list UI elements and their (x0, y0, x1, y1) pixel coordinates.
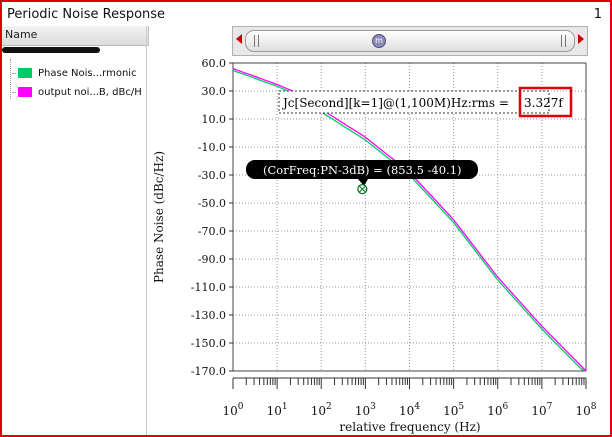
tree-connector (10, 59, 12, 99)
x-tick-base: 10 (355, 404, 370, 418)
y-tick-label: -90.0 (198, 253, 226, 266)
scroll-right-arrow-icon[interactable] (578, 34, 584, 44)
y-tick-label: -10.0 (198, 141, 226, 154)
x-tick-exponent: 8 (591, 402, 597, 412)
y-tick-label: -110.0 (191, 281, 226, 294)
measurement-box (278, 90, 550, 114)
x-tick-exponent: 6 (503, 402, 509, 412)
y-tick-label: -50.0 (198, 197, 226, 210)
window-title: Periodic Noise Response (7, 7, 166, 22)
x-tick-base: 10 (531, 404, 546, 418)
x-tick-base: 10 (487, 404, 502, 418)
trace-item-phase-noise[interactable]: Phase Nois...rmonic (12, 65, 137, 81)
page-number: 1 (593, 7, 602, 22)
x-tick-exponent: 1 (282, 402, 288, 412)
x-tick-base: 10 (399, 404, 414, 418)
plot-area-border (232, 62, 587, 372)
x-tick-label: 102 (311, 402, 332, 418)
name-column-label: Name (5, 28, 38, 41)
x-tick-exponent: 3 (370, 402, 376, 412)
grip-left-icon[interactable] (254, 35, 259, 47)
y-axis-ticks: 60.0 30.0 10.0 -10.0 -30.0 -50.0 -70.0 -90.0 -11… (191, 57, 233, 378)
x-tick-label: 106 (487, 402, 508, 418)
marker-annotation[interactable]: (CorFreq:PN-3dB) = (853.5 -40.1) (246, 160, 478, 186)
y-axis-label: Phase Noise (dBc/Hz) (152, 151, 166, 283)
x-tick-label: 103 (355, 402, 376, 418)
scroll-thumb[interactable]: m (245, 30, 575, 52)
x-tick-label: 107 (531, 402, 552, 418)
y-tick-label: -150.0 (191, 337, 226, 350)
x-tick-base: 10 (222, 404, 237, 418)
scroll-center-knob-icon[interactable]: m (372, 34, 386, 48)
marker-point[interactable] (357, 183, 368, 195)
x-tick-label: 105 (443, 402, 464, 418)
x-tick-base: 10 (267, 404, 282, 418)
marker-label-text: (CorFreq:PN-3dB) = (853.5 -40.1) (263, 163, 462, 177)
y-tick-label: -170.0 (191, 365, 226, 378)
y-tick-label: 30.0 (202, 85, 227, 98)
trace-color-swatch (18, 68, 32, 78)
y-tick-label: -130.0 (191, 309, 226, 322)
y-tick-label: 10.0 (202, 113, 227, 126)
x-tick-exponent: 0 (238, 402, 244, 412)
x-tick-base: 10 (575, 404, 590, 418)
trace-item-output-noise[interactable]: output noi...B, dBc/H (12, 84, 142, 100)
marker-circle-icon[interactable] (357, 183, 368, 195)
measurement-annotation[interactable]: Jc[Second][k=1]@(1,100M)Hz:rms = 3.327f (278, 86, 573, 118)
x-axis-ticks: 100 101 102 103 104 105 106 107 108 (222, 377, 597, 418)
x-tick-base: 10 (443, 404, 458, 418)
measurement-label: Jc[Second][k=1]@(1,100M)Hz:rms = (281, 96, 509, 110)
x-tick-label: 100 (222, 402, 243, 418)
x-tick-exponent: 7 (547, 402, 553, 412)
trace-color-swatch (18, 87, 32, 97)
x-tick-label: 108 (575, 402, 596, 418)
x-tick-base: 10 (311, 404, 326, 418)
marker-cross-b (358, 185, 366, 193)
measurement-value-highlight (518, 86, 573, 118)
marker-label-pill (246, 160, 478, 179)
x-tick-exponent: 5 (458, 402, 464, 412)
redacted-root-item[interactable] (2, 47, 100, 53)
y-tick-label: -30.0 (198, 169, 226, 182)
x-range-scrollbar[interactable]: m (232, 26, 588, 56)
trace-list-panel: Name Phase Nois...rmonic output noi...B,… (2, 26, 149, 435)
name-column-header[interactable]: Name (2, 26, 149, 46)
x-tick-exponent: 4 (414, 402, 420, 412)
trace-label: output noi...B, dBc/H (38, 86, 142, 98)
y-tick-label: -70.0 (198, 225, 226, 238)
x-tick-label: 101 (267, 402, 288, 418)
scroll-left-arrow-icon[interactable] (236, 34, 242, 44)
grid (233, 63, 586, 371)
measurement-value: 3.327f (524, 96, 564, 110)
title-bar: Periodic Noise Response 1 (2, 2, 610, 26)
x-tick-label: 104 (399, 402, 420, 418)
trace-label: Phase Nois...rmonic (38, 67, 137, 79)
grip-right-icon[interactable] (561, 35, 566, 47)
x-axis-label: relative frequency (Hz) (339, 420, 480, 434)
y-tick-label: 60.0 (202, 57, 227, 70)
panel-divider[interactable] (146, 26, 147, 435)
marker-pointer-icon (358, 179, 368, 186)
x-tick-exponent: 2 (326, 402, 332, 412)
